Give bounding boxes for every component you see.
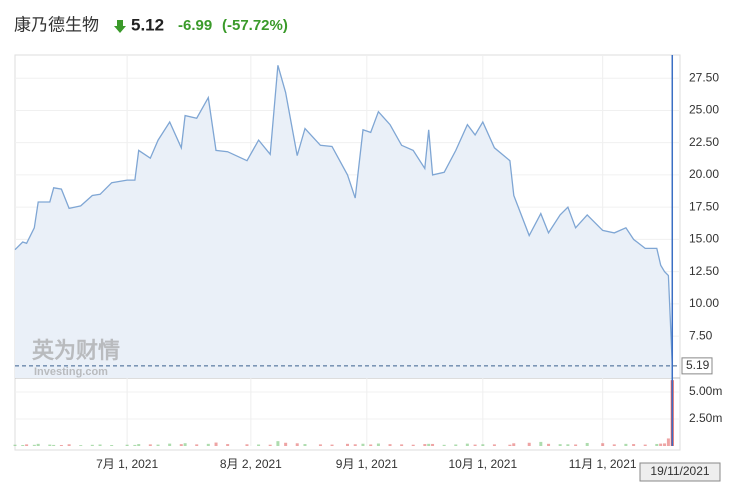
date-badge [639,462,721,482]
volume-bar [353,444,357,446]
y-tick-label: 22.50 [689,135,719,149]
volume-bar [206,443,210,446]
last-price-badge [681,357,713,375]
volume-bar [361,443,365,446]
volume-bar [214,442,218,446]
volume-bar [666,438,670,446]
x-tick-label: 9月 1, 2021 [336,457,398,471]
volume-bar [226,444,230,446]
change: -6.99 [178,17,212,34]
volume-bar [67,444,71,446]
volume-bar [257,444,261,446]
price-line [14,65,673,366]
volume-bar [179,444,183,446]
volume-bar [21,445,25,446]
volume-bar [125,444,129,446]
volume-tick-label: 2.50m [689,411,722,425]
volume-bar [137,444,141,446]
volume-bar [25,444,29,446]
volume-bar [492,444,496,446]
volume-bar [36,443,40,446]
volume-bar [431,443,435,446]
volume-bar [423,444,427,446]
volume-bar [427,443,431,446]
volume-bar [52,444,56,446]
volume-bar [659,443,663,446]
volume-bar [303,444,307,446]
x-tick-label: 11月 1, 2021 [569,457,637,471]
volume-bar [330,444,334,446]
volume-bar [512,443,516,446]
volume-bar [388,444,392,446]
volume-tick-label: 5.00m [689,384,722,398]
last-price-label: 5.19 [686,358,710,372]
volume-bar [346,443,349,446]
volume-bar [632,444,636,446]
volume-bar [32,444,36,446]
y-tick-label: 25.00 [689,103,719,117]
volume-bar [48,444,52,446]
volume-bar [558,444,562,446]
volume-bar [574,444,578,446]
volume-bar [59,445,63,446]
y-tick-label: 12.50 [689,264,719,278]
y-tick-label: 20.00 [689,167,719,181]
volume-bar [168,443,172,446]
volume-bar [400,444,404,446]
y-tick-label: 27.50 [689,70,719,84]
volume-bar [284,442,288,446]
volume-bar [655,443,659,446]
y-tick-label: 7.50 [689,328,713,342]
watermark: 英为财情 [32,338,120,363]
volume-bar [663,443,667,446]
volume-bar [508,444,512,446]
volume-bar [539,441,543,446]
volume-bar [183,443,187,446]
volume-bar [465,443,469,446]
volume-bar [601,443,605,446]
volume-bar [276,441,280,446]
volume-bar [295,443,299,446]
volume-bar [643,444,647,446]
volume-bar [318,444,322,446]
volume-bar [110,445,114,446]
x-tick-label: 10月 1, 2021 [448,457,517,471]
volume-bar [156,444,160,446]
volume-bar [481,444,485,446]
y-tick-label: 15.00 [689,232,719,246]
volume-bar [547,443,551,446]
x-tick-label: 7月 1, 2021 [96,457,158,471]
price: 5.12 [131,15,164,34]
y-tick-label: 17.50 [689,199,719,213]
volume-bar [624,443,628,446]
volume-bar [79,445,83,446]
last-date-label: 19/11/2021 [650,464,709,478]
volume-bar [527,442,531,446]
volume-bar [473,444,477,446]
change-pct: (-57.72%) [222,17,288,34]
volume-bar [148,444,152,446]
volume-bar [376,443,380,446]
down-arrow [114,20,126,33]
volume-bar [411,444,415,446]
volume-bar [245,444,249,446]
volume-bar [90,444,94,446]
volume-bar [369,444,373,446]
volume-bar [566,444,570,446]
stock-name: 康乃德生物 [14,15,99,34]
volume-bar [442,444,446,446]
volume-bar [585,442,589,446]
volume-bar [454,444,458,446]
y-tick-label: 10.00 [689,296,719,310]
volume-bar [133,444,137,446]
watermark-sub: Investing.com [34,366,108,378]
x-tick-label: 8月 2, 2021 [220,457,282,471]
volume-bar [195,444,199,446]
volume-bar [13,444,17,446]
volume-bar [98,444,102,446]
volume-bar [268,444,272,446]
volume-bar [612,444,616,446]
